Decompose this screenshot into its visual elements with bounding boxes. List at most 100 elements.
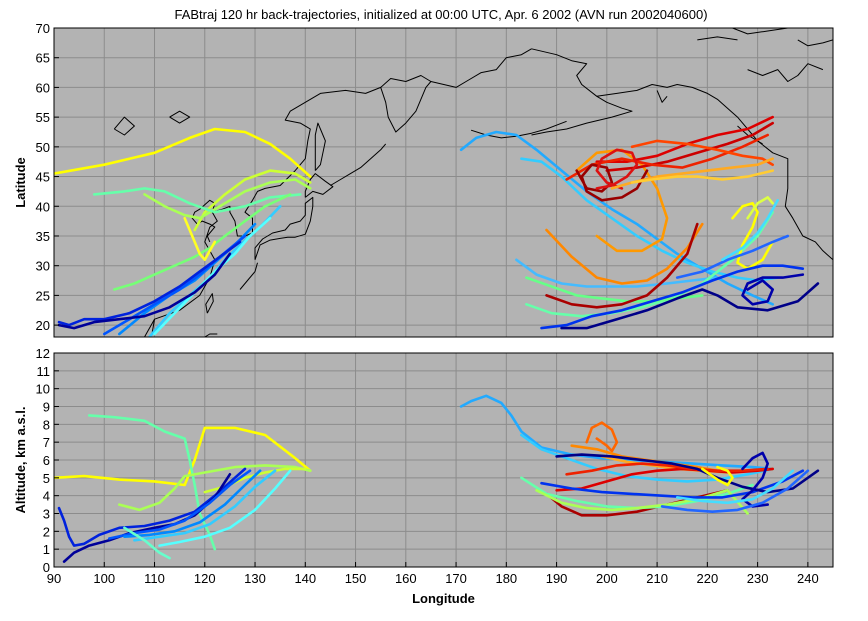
y-tick-label: 5 [43, 471, 50, 486]
y-tick-label: 11 [37, 364, 51, 379]
trajectory-line-9 [133, 469, 277, 542]
trajectory-line-22 [605, 121, 775, 172]
x-tick-label: 100 [93, 571, 115, 586]
y-tick-label: 0 [43, 560, 50, 575]
trajectory-line-35 [721, 199, 780, 262]
coastline-segment [797, 39, 833, 47]
trajectory-line-19 [565, 462, 770, 476]
coastline-segment [239, 262, 258, 290]
x-tick-label: 90 [47, 571, 61, 586]
y-tick-label: 6 [43, 453, 50, 468]
trajectory-line-17 [575, 148, 669, 253]
coastline-segment [380, 81, 432, 133]
x-tick-label: 230 [747, 571, 769, 586]
trajectory-line-14 [520, 157, 780, 282]
y-tick-label: 35 [36, 229, 50, 244]
coastline-segment [697, 36, 738, 41]
coastline-segment [144, 199, 218, 337]
coastline-segment [254, 196, 314, 260]
y-tick-label: 12 [36, 346, 50, 361]
trajectory-line-20 [545, 222, 699, 309]
y-tick-label: 30 [36, 259, 50, 274]
trajectory-line-3 [118, 464, 312, 512]
coastline-segment [330, 143, 387, 186]
trajectory-line-28 [630, 169, 775, 184]
trajectory-line-32 [560, 282, 820, 330]
y-tick-label: 9 [43, 400, 50, 415]
trajectory-line-18 [525, 210, 775, 318]
x-tick-label: 120 [194, 571, 216, 586]
y-tick-label: 4 [43, 489, 50, 504]
y-tick-label: 55 [36, 110, 50, 125]
altitude-axis-label: Altitude, km a.s.l. [13, 407, 28, 514]
trajectory-line-26 [595, 148, 639, 190]
trajectory-line-25 [660, 469, 810, 514]
x-tick-label: 190 [546, 571, 568, 586]
y-tick-label: 50 [36, 140, 50, 155]
y-tick-label: 8 [43, 417, 50, 432]
trajectory-line-1 [54, 426, 312, 487]
y-tick-label: 7 [43, 435, 50, 450]
y-tick-label: 25 [36, 288, 50, 303]
x-tick-label: 220 [697, 571, 719, 586]
trajectory-line-12 [57, 252, 232, 330]
coastline-segment [656, 90, 668, 103]
trajectory-line-27 [700, 465, 734, 487]
trajectory-line-4 [92, 187, 302, 214]
trajectory-line-31 [540, 264, 805, 330]
trajectory-line-26 [675, 469, 795, 505]
coastline-segment [113, 116, 135, 136]
trajectory-line-11 [123, 526, 171, 560]
y-tick-label: 3 [43, 507, 50, 522]
map-panel: 20 25 30 35 40 45 50 55 60 65 70 Latitude [13, 21, 834, 338]
latitude-axis-label: Latitude [13, 157, 28, 208]
trajectory-line-24 [630, 139, 775, 166]
trajectory-line-24 [741, 451, 770, 508]
trajectory-line-34 [675, 234, 790, 279]
altitude-trajectories [54, 394, 820, 563]
chart-title: FABtraj 120 hr back-trajectories, initia… [174, 7, 707, 22]
trajectory-line-8 [123, 469, 262, 539]
trajectory-line-23 [555, 453, 820, 494]
map-frame [53, 27, 834, 338]
x-tick-label: 160 [395, 571, 417, 586]
trajectory-line-14 [585, 421, 619, 453]
y-tick-label: 65 [36, 51, 50, 66]
trajectory-line-8 [153, 216, 272, 336]
x-tick-label: 210 [646, 571, 668, 586]
trajectory-line-23 [565, 133, 770, 181]
y-tick-label: 1 [43, 542, 50, 557]
y-tick-label: 2 [43, 524, 50, 539]
trajectory-line-2 [87, 414, 217, 551]
coastline-segment [204, 333, 218, 337]
y-tick-label: 10 [36, 382, 50, 397]
coastline-segment [314, 122, 326, 171]
longitude-ticks: 90 100 110 120 130 140 150 160 170 180 190 200 210 22… [47, 562, 819, 586]
x-tick-label: 200 [596, 571, 618, 586]
x-tick-label: 110 [144, 571, 165, 586]
coastline-segment [747, 63, 824, 82]
y-tick-label: 45 [36, 170, 50, 185]
trajectory-line-30 [746, 196, 775, 220]
x-tick-label: 170 [445, 571, 467, 586]
trajectory-line-1 [54, 127, 312, 178]
longitude-axis-label: Longitude [412, 591, 475, 606]
trajectory-line-3 [143, 178, 312, 220]
coastline-segment [531, 48, 633, 136]
y-tick-label: 70 [36, 21, 50, 36]
y-tick-label: 20 [36, 318, 50, 333]
x-tick-label: 140 [294, 571, 316, 586]
y-tick-label: 40 [36, 199, 50, 214]
y-tick-label: 60 [36, 80, 50, 95]
coastline-segment [732, 28, 788, 35]
coastline-segment [169, 110, 191, 124]
trajectory-line-10 [158, 469, 292, 547]
x-tick-label: 240 [797, 571, 819, 586]
coastline-segment [205, 293, 214, 314]
trajectory-line-15 [515, 258, 719, 288]
trajectory-line-29 [731, 202, 775, 271]
x-tick-label: 130 [244, 571, 266, 586]
